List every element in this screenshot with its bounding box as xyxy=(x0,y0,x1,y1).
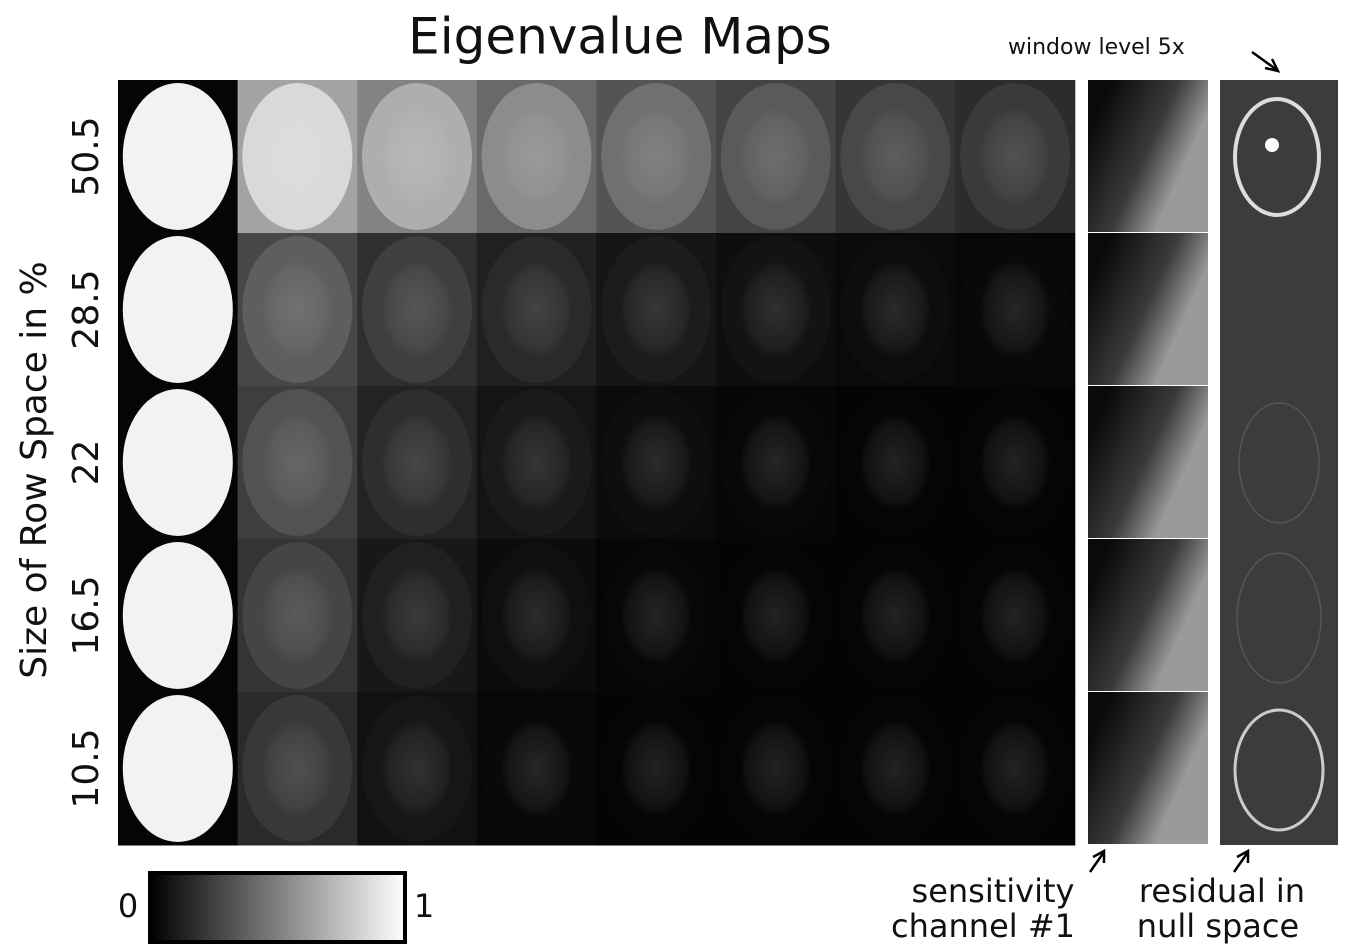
sensitivity-note: channel #1 xyxy=(891,907,1075,945)
eigen-texture xyxy=(860,414,932,512)
eigen-texture xyxy=(262,261,334,359)
sensitivity-cell xyxy=(1088,233,1208,385)
eigen-texture xyxy=(262,108,334,206)
eigen-texture xyxy=(501,414,573,512)
eigen-texture xyxy=(620,261,692,359)
sensitivity-note: sensitivity xyxy=(912,872,1075,910)
residual-note: null space xyxy=(1137,907,1299,945)
eigen-texture xyxy=(979,720,1051,818)
eigen-texture xyxy=(381,567,453,665)
residual-note: residual in xyxy=(1139,872,1305,910)
eigen-texture xyxy=(381,720,453,818)
sensitivity-cell xyxy=(1088,539,1208,691)
sensitivity-cell xyxy=(1088,692,1208,844)
eigen-texture xyxy=(620,720,692,818)
sensitivity-cell xyxy=(1088,386,1208,538)
eigen-texture xyxy=(860,261,932,359)
eigen-texture xyxy=(501,567,573,665)
eigen-texture xyxy=(501,261,573,359)
sensitivity-column xyxy=(1088,80,1208,844)
eigen-texture xyxy=(620,108,692,206)
eigen-texture xyxy=(501,720,573,818)
eigen-texture xyxy=(740,414,812,512)
colorbar-max: 1 xyxy=(414,887,434,925)
eigen-texture xyxy=(262,720,334,818)
eigen-texture xyxy=(979,567,1051,665)
eigen-texture xyxy=(381,261,453,359)
eigen-texture xyxy=(860,108,932,206)
eigen-texture xyxy=(740,567,812,665)
eigenvalue-grid xyxy=(118,80,1075,846)
eigen-head xyxy=(123,542,233,689)
eigen-texture xyxy=(262,414,334,512)
sensitivity-cell xyxy=(1088,80,1208,232)
eigen-head xyxy=(123,695,233,842)
residual-spot xyxy=(1265,138,1279,152)
eigen-texture xyxy=(262,567,334,665)
eigen-texture xyxy=(620,414,692,512)
colorbar xyxy=(150,873,405,942)
eigen-texture xyxy=(740,108,812,206)
row-label: 16.5 xyxy=(66,575,107,655)
eigen-texture xyxy=(979,108,1051,206)
row-label: 22 xyxy=(66,440,107,486)
eigen-head xyxy=(123,389,233,536)
eigen-texture xyxy=(979,261,1051,359)
title: Eigenvalue Maps xyxy=(408,8,832,66)
eigen-texture xyxy=(860,567,932,665)
eigen-texture xyxy=(860,720,932,818)
row-label: 10.5 xyxy=(66,728,107,808)
eigen-texture xyxy=(740,261,812,359)
row-label: 28.5 xyxy=(66,269,107,349)
eigen-texture xyxy=(381,414,453,512)
figure: Eigenvalue Maps Size of Row Space in % 0… xyxy=(0,0,1347,948)
eigen-texture xyxy=(620,567,692,665)
eigen-texture xyxy=(979,414,1051,512)
eigen-head xyxy=(123,236,233,383)
eigen-texture xyxy=(381,108,453,206)
row-label: 50.5 xyxy=(66,116,107,196)
y-axis-label: Size of Row Space in % xyxy=(14,261,55,678)
eigen-texture xyxy=(740,720,812,818)
residual-column xyxy=(1220,80,1338,845)
window-level-note: window level 5x xyxy=(1008,35,1185,60)
eigen-head xyxy=(123,83,233,230)
eigen-texture xyxy=(501,108,573,206)
colorbar-min: 0 xyxy=(118,887,138,925)
